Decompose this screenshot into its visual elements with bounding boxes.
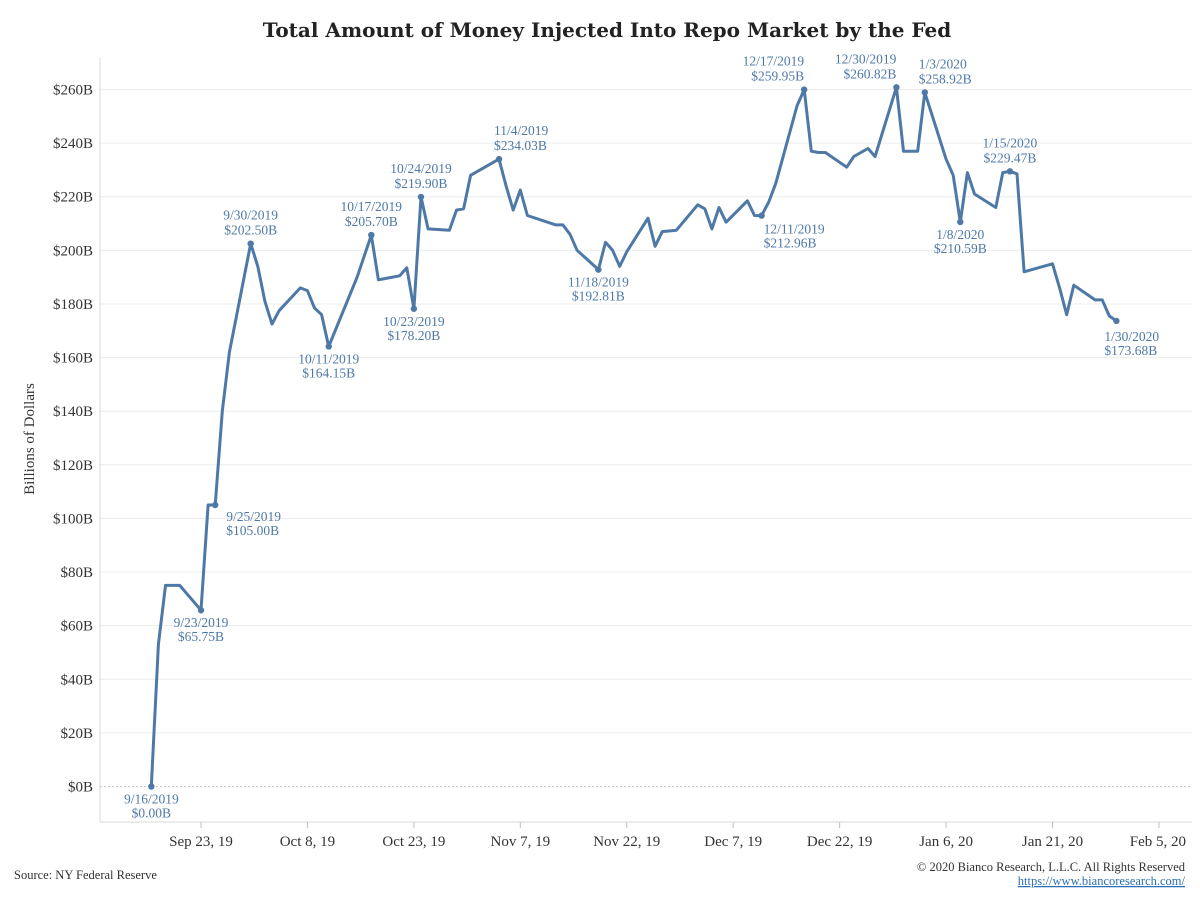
annotation-value: $0.00B: [132, 806, 171, 821]
annotation-date: 12/17/2019: [743, 54, 805, 69]
annotation-value: $192.81B: [572, 289, 625, 304]
x-tick-label: Oct 23, 19: [382, 834, 445, 850]
y-tick-label: $180B: [53, 297, 93, 313]
annotation-date: 1/30/2020: [1104, 329, 1159, 344]
annotation-value: $212.96B: [764, 236, 817, 251]
x-tick-label: Sep 23, 19: [169, 834, 233, 850]
data-point-marker: [1113, 317, 1120, 325]
annotation-value: $105.00B: [226, 523, 279, 538]
data-point-marker: [921, 89, 928, 96]
data-point-marker: [800, 86, 808, 93]
x-tick-label: Dec 22, 19: [807, 834, 872, 850]
data-point-marker: [148, 783, 155, 790]
annotation-date: 11/18/2019: [568, 275, 629, 290]
annotation-date: 10/11/2019: [298, 351, 359, 366]
y-tick-label: $260B: [53, 83, 93, 99]
y-tick-label: $200B: [53, 243, 93, 259]
annotation-layer: 9/16/2019$0.00B 9/23/2019$65.75B 9/25/2019…: [124, 51, 1159, 820]
annotation-date: 9/23/2019: [174, 615, 229, 630]
source-note: Source: NY Federal Reserve: [14, 868, 157, 882]
annotation-value: $65.75B: [178, 629, 224, 644]
y-tick-label: $0B: [68, 780, 93, 796]
annotation-date: 9/16/2019: [124, 792, 179, 807]
annotation-date: 12/30/2019: [835, 51, 897, 66]
annotation-value: $259.95B: [751, 69, 804, 84]
data-point-marker: [247, 240, 254, 247]
annotation-date: 12/11/2019: [764, 222, 825, 237]
x-tick-label: Oct 8, 19: [280, 834, 335, 850]
annotation-value: $219.90B: [395, 176, 448, 191]
annotation-value: $205.70B: [345, 214, 398, 229]
y-tick-label: $220B: [53, 190, 93, 206]
data-point-marker: [325, 343, 332, 350]
y-tick-label: $240B: [53, 136, 93, 152]
gridlines: [100, 89, 1192, 787]
x-tick-label: Jan 6, 20: [919, 834, 973, 850]
y-tick-label: $120B: [53, 458, 93, 474]
series-layer: [149, 85, 1118, 788]
website-link[interactable]: https://www.biancoresearch.com/: [1018, 874, 1186, 888]
chart-title: Total Amount of Money Injected Into Repo…: [263, 18, 952, 42]
annotation-value: $173.68B: [1104, 343, 1157, 358]
annotation-value: $229.47B: [983, 150, 1036, 165]
annotation-value: $202.50B: [224, 223, 277, 238]
y-tick-label: $80B: [60, 565, 93, 581]
annotation-date: 10/23/2019: [383, 314, 445, 329]
data-point-marker: [595, 266, 602, 273]
data-point-marker: [758, 212, 765, 219]
data-point-marker: [1006, 168, 1014, 175]
x-tick-label: Jan 21, 20: [1022, 834, 1083, 850]
data-point-marker: [410, 305, 418, 312]
y-tick-label: $160B: [53, 351, 93, 367]
y-tick-label: $100B: [53, 511, 93, 527]
y-tick-label: $60B: [60, 619, 93, 635]
annotation-value: $234.03B: [494, 138, 547, 153]
annotation-date: 1/15/2020: [983, 135, 1038, 150]
data-point-marker: [495, 155, 503, 163]
axes: $0B $20B $40B $60B $80B $100B $120B $140B $160B $…: [53, 58, 1192, 850]
copyright-note: © 2020 Bianco Research, L.L.C. All Right…: [917, 860, 1186, 874]
data-point-marker: [957, 218, 964, 226]
annotation-value: $210.59B: [934, 241, 987, 256]
annotation-date: 9/25/2019: [226, 509, 281, 524]
data-point-marker: [211, 501, 219, 509]
annotation-date: 9/30/2019: [223, 208, 278, 223]
annotation-date: 11/4/2019: [494, 123, 549, 138]
x-tick-label: Feb 5, 20: [1130, 834, 1186, 850]
annotation-value: $178.20B: [387, 328, 440, 343]
annotation-value: $260.82B: [844, 66, 897, 81]
y-tick-label: $40B: [60, 672, 93, 688]
y-axis-title: Billions of Dollars: [22, 383, 38, 495]
x-tick-label: Nov 7, 19: [491, 834, 551, 850]
data-point-marker: [417, 193, 425, 201]
annotation-date: 1/3/2020: [919, 56, 967, 71]
data-point-marker: [893, 84, 900, 91]
data-point-marker: [197, 607, 205, 614]
series-line: [149, 85, 1118, 788]
x-tick-label: Dec 7, 19: [704, 834, 762, 850]
x-tick-label: Nov 22, 19: [593, 834, 660, 850]
annotation-date: 10/17/2019: [341, 199, 403, 214]
annotation-date: 10/24/2019: [390, 161, 452, 176]
y-tick-label: $140B: [53, 404, 93, 420]
annotation-value: $258.92B: [919, 71, 972, 86]
data-point-marker: [368, 231, 375, 239]
annotation-value: $164.15B: [302, 365, 355, 380]
annotation-date: 1/8/2020: [936, 227, 984, 242]
y-tick-label: $20B: [60, 726, 93, 742]
